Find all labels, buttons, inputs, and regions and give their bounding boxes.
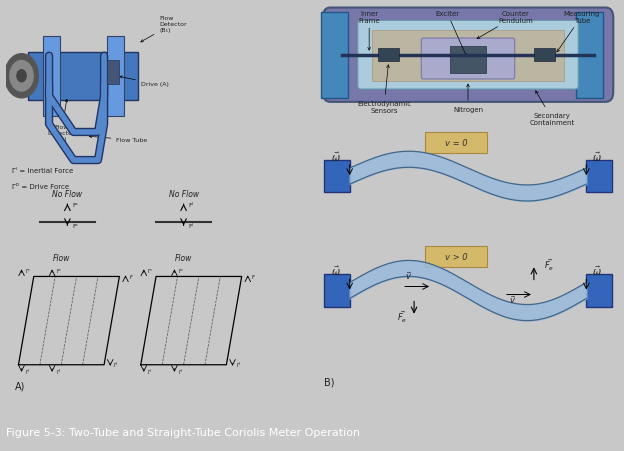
Text: Figure 5-3: Two-Tube and Straight-Tube Coriolis Meter Operation: Figure 5-3: Two-Tube and Straight-Tube C… — [6, 428, 361, 437]
Text: Fᴵ: Fᴵ — [188, 202, 193, 207]
Circle shape — [17, 71, 26, 83]
Text: Flow: Flow — [175, 254, 192, 263]
Text: No Flow: No Flow — [52, 190, 82, 199]
Text: Nitrogen: Nitrogen — [453, 85, 483, 113]
Text: Γᴵ: Γᴵ — [57, 369, 61, 374]
Text: $\vec{\omega}$: $\vec{\omega}$ — [592, 264, 602, 278]
Text: $\vec{F_e}$: $\vec{F_e}$ — [397, 309, 407, 324]
Text: F: F — [129, 274, 132, 279]
FancyBboxPatch shape — [358, 21, 578, 90]
Text: Drive (A): Drive (A) — [120, 77, 168, 87]
FancyBboxPatch shape — [587, 161, 612, 193]
Text: $\vec{\omega}$: $\vec{\omega}$ — [331, 150, 341, 164]
Text: Γᴵ: Γᴵ — [25, 369, 29, 374]
Text: Flow Tube: Flow Tube — [89, 136, 147, 143]
FancyBboxPatch shape — [324, 161, 349, 193]
Text: $\vec{v}$: $\vec{v}$ — [404, 270, 412, 281]
FancyBboxPatch shape — [450, 47, 486, 74]
Text: Fᶜ: Fᶜ — [57, 268, 62, 273]
FancyBboxPatch shape — [321, 13, 348, 99]
FancyBboxPatch shape — [576, 13, 603, 99]
Text: Electrodynamic
Sensors: Electrodynamic Sensors — [357, 66, 411, 114]
Text: Γᴵ: Γᴵ — [236, 363, 240, 368]
Text: No Flow: No Flow — [168, 190, 198, 199]
FancyBboxPatch shape — [587, 275, 612, 307]
Text: Fᶜ: Fᶜ — [72, 202, 78, 207]
Text: F: F — [251, 274, 255, 279]
FancyBboxPatch shape — [534, 49, 555, 62]
Text: Fᶜ: Fᶜ — [72, 223, 78, 228]
Text: Γᴵ: Γᴵ — [179, 369, 183, 374]
FancyBboxPatch shape — [323, 9, 613, 103]
FancyBboxPatch shape — [107, 60, 119, 85]
FancyBboxPatch shape — [324, 275, 349, 307]
Text: Γᶜ: Γᶜ — [25, 268, 30, 273]
FancyBboxPatch shape — [426, 247, 487, 267]
Text: $\vec{\omega}$: $\vec{\omega}$ — [592, 150, 602, 164]
Text: Flow
Detector
(B₁): Flow Detector (B₁) — [141, 16, 187, 43]
Text: $\vec{\omega}$: $\vec{\omega}$ — [331, 264, 341, 278]
Text: Γᶜ: Γᶜ — [147, 268, 152, 273]
Text: Secondary
Containment: Secondary Containment — [529, 92, 575, 126]
Text: Γᴰ = Drive Force: Γᴰ = Drive Force — [12, 184, 69, 190]
Text: Exciter: Exciter — [435, 10, 467, 57]
Text: B): B) — [324, 377, 334, 387]
Text: Γᴵ: Γᴵ — [114, 363, 118, 368]
FancyBboxPatch shape — [107, 37, 124, 117]
FancyBboxPatch shape — [426, 133, 487, 153]
Text: v > 0: v > 0 — [445, 253, 467, 262]
Text: Inner
Frame: Inner Frame — [358, 10, 380, 51]
Text: v = 0: v = 0 — [445, 138, 467, 147]
FancyBboxPatch shape — [43, 37, 60, 117]
Text: Fᴵ: Fᴵ — [188, 223, 193, 228]
Text: Measuring
Tube: Measuring Tube — [557, 10, 600, 53]
Text: Γᴵ = Inertial Force: Γᴵ = Inertial Force — [12, 168, 74, 174]
Text: A): A) — [16, 381, 26, 391]
Text: Flow
Detector
(B₂): Flow Detector (B₂) — [47, 100, 75, 141]
Text: Fᶜ: Fᶜ — [179, 268, 184, 273]
Text: $\vec{F_e}$: $\vec{F_e}$ — [544, 257, 555, 272]
Text: $\vec{v}$: $\vec{v}$ — [509, 293, 517, 305]
FancyBboxPatch shape — [27, 53, 138, 101]
FancyBboxPatch shape — [421, 39, 515, 80]
Text: Γᴵ: Γᴵ — [147, 369, 152, 374]
FancyBboxPatch shape — [378, 49, 399, 62]
Circle shape — [10, 61, 33, 92]
FancyBboxPatch shape — [372, 31, 564, 81]
Circle shape — [5, 55, 38, 99]
Text: Counter
Pendulum: Counter Pendulum — [477, 10, 534, 40]
Text: Flow: Flow — [52, 254, 70, 263]
